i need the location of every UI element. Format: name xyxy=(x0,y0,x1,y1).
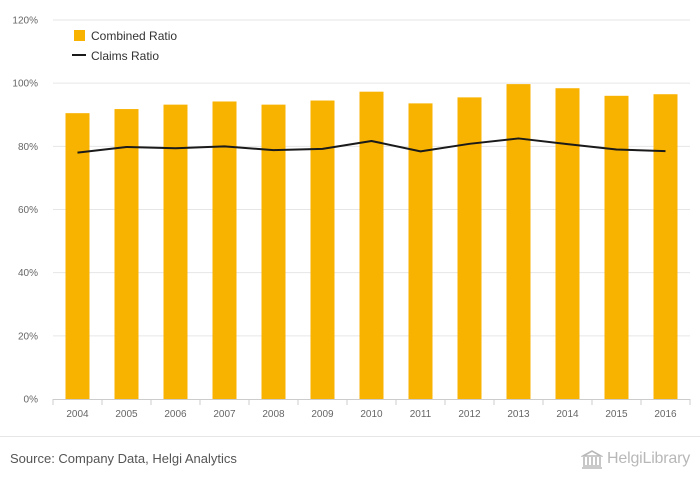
bar-combined-ratio[interactable] xyxy=(555,88,580,399)
x-tick-label: 2007 xyxy=(213,409,236,420)
bar-combined-ratio[interactable] xyxy=(457,97,482,400)
bar-combined-ratio[interactable] xyxy=(408,103,433,399)
x-tick-label: 2006 xyxy=(164,409,187,420)
y-tick-label: 0% xyxy=(24,395,39,406)
y-tick-label: 100% xyxy=(12,79,38,90)
bar-combined-ratio[interactable] xyxy=(163,104,188,399)
x-tick-label: 2004 xyxy=(66,409,89,420)
chart: 0%20%40%60%80%100%120% 2004 2005 2006 2007 2… xyxy=(12,16,691,420)
bar-combined-ratio[interactable] xyxy=(261,104,286,399)
brand-name: HelgiLibrary xyxy=(607,450,690,467)
x-tick-label: 2008 xyxy=(262,409,285,420)
bar-combined-ratio[interactable] xyxy=(653,94,678,400)
bar-combined-ratio[interactable] xyxy=(506,84,531,399)
x-tick-label: 2010 xyxy=(360,409,383,420)
y-tick-label: 120% xyxy=(12,16,38,27)
bar-combined-ratio[interactable] xyxy=(604,95,629,400)
legend-swatch-combined-ratio xyxy=(74,30,85,41)
x-tick-label: 2016 xyxy=(654,409,677,420)
footer-divider xyxy=(0,436,700,437)
x-tick-label: 2012 xyxy=(458,409,481,420)
bar-combined-ratio[interactable] xyxy=(212,101,237,400)
x-tick-label: 2013 xyxy=(507,409,530,420)
line-series xyxy=(77,137,666,154)
bar-series xyxy=(65,84,678,400)
source-note: Source: Company Data, Helgi Analytics xyxy=(10,451,237,466)
line-claims-ratio[interactable] xyxy=(77,137,666,154)
x-tick-label: 2011 xyxy=(410,409,432,420)
y-tick-label: 60% xyxy=(18,205,38,216)
brand-logo[interactable]: HelgiLibrary xyxy=(581,448,690,470)
x-tick-label: 2005 xyxy=(115,409,138,420)
bar-combined-ratio[interactable] xyxy=(65,113,90,399)
legend-label-combined-ratio[interactable]: Combined Ratio xyxy=(91,29,177,43)
legend: Combined Ratio Claims Ratio xyxy=(72,29,177,63)
bar-combined-ratio[interactable] xyxy=(310,100,335,399)
y-axis: 0% 20% 40% 60% 80% 100% 120% xyxy=(12,16,38,406)
y-tick-label: 80% xyxy=(18,142,38,153)
x-tick-label: 2015 xyxy=(605,409,628,420)
bar-combined-ratio[interactable] xyxy=(114,109,139,399)
y-tick-label: 20% xyxy=(18,331,38,342)
x-tick-label: 2009 xyxy=(311,409,334,420)
x-tick-label: 2014 xyxy=(556,409,579,420)
bar-combined-ratio[interactable] xyxy=(359,91,384,400)
library-building-icon xyxy=(581,450,604,469)
x-axis: 2004 2005 2006 2007 2008 2009 2010 2011 2012 2013… xyxy=(52,399,691,420)
legend-label-claims-ratio[interactable]: Claims Ratio xyxy=(91,49,159,63)
y-tick-label: 40% xyxy=(18,268,38,279)
